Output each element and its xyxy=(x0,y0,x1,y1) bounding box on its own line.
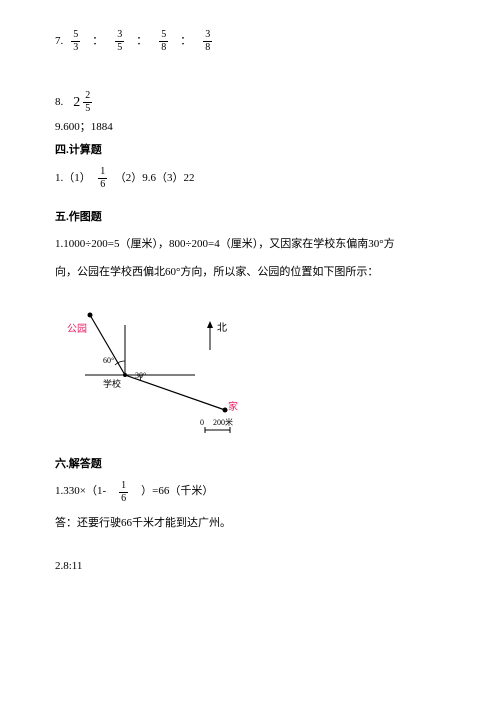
scale-200: 200米 xyxy=(213,417,233,428)
direction-diagram: 公园 家 北 学校 60° 30° 0 200米 xyxy=(65,295,265,445)
scale-0: 0 xyxy=(200,417,204,428)
sec6-q1-answer: 答：还要行驶66千米才能到达广州。 xyxy=(55,516,445,531)
sec4-q1: 1.（1） 1 6 （2）9.6（3）22 xyxy=(55,167,445,190)
q8-number: 8. xyxy=(55,95,63,110)
school-label: 学校 xyxy=(103,378,121,391)
question-7: 7. 5 3 ： 3 5 ： 5 8 ： 3 8 xyxy=(55,30,445,53)
section-4-title: 四.计算题 xyxy=(55,143,445,158)
sec6-q1-b: ）=66（千米） xyxy=(130,484,213,499)
sec4-q1-b: （2）9.6（3）22 xyxy=(109,171,194,186)
fraction: 5 3 xyxy=(71,30,80,53)
question-8: 8. 2 2 5 xyxy=(55,91,445,114)
angle-60: 60° xyxy=(103,355,114,366)
sec4-q1-a: 1.（1） xyxy=(55,171,96,186)
sec6-q1: 1.330×（1- 1 6 ）=66（千米） xyxy=(55,481,445,504)
diagram-svg xyxy=(65,295,265,445)
angle-30: 30° xyxy=(135,370,146,381)
fraction: 1 6 xyxy=(119,481,128,504)
ratio-colon: ： xyxy=(92,34,103,49)
sec5-line2: 向，公园在学校西偏北60°方向，所以家、公园的位置如下图所示： xyxy=(55,261,445,283)
sec6-q2: 2.8:11 xyxy=(55,559,445,574)
sec5-line1: 1.1000÷200=5（厘米），800÷200=4（厘米），又因家在学校东偏南… xyxy=(55,233,445,255)
fraction: 1 6 xyxy=(98,167,107,190)
sec6-q1-a: 1.330×（1- xyxy=(55,484,117,499)
park-label: 公园 xyxy=(67,323,87,337)
section-5-title: 五.作图题 xyxy=(55,210,445,225)
ratio-colon: ： xyxy=(180,34,191,49)
fraction: 3 5 xyxy=(115,30,124,53)
north-label: 北 xyxy=(217,322,227,336)
fraction: 5 8 xyxy=(159,30,168,53)
mixed-fraction: 2 2 5 xyxy=(73,91,94,114)
fraction: 3 8 xyxy=(203,30,212,53)
q9-text: 9.600；1884 xyxy=(55,120,113,135)
home-label: 家 xyxy=(228,401,238,415)
ratio-colon: ： xyxy=(136,34,147,49)
section-6-title: 六.解答题 xyxy=(55,457,445,472)
q7-number: 7. xyxy=(55,34,63,49)
question-9: 9.600；1884 xyxy=(55,120,445,135)
